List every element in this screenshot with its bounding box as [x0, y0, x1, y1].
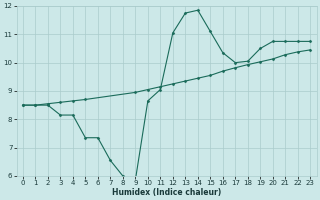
- X-axis label: Humidex (Indice chaleur): Humidex (Indice chaleur): [112, 188, 221, 197]
